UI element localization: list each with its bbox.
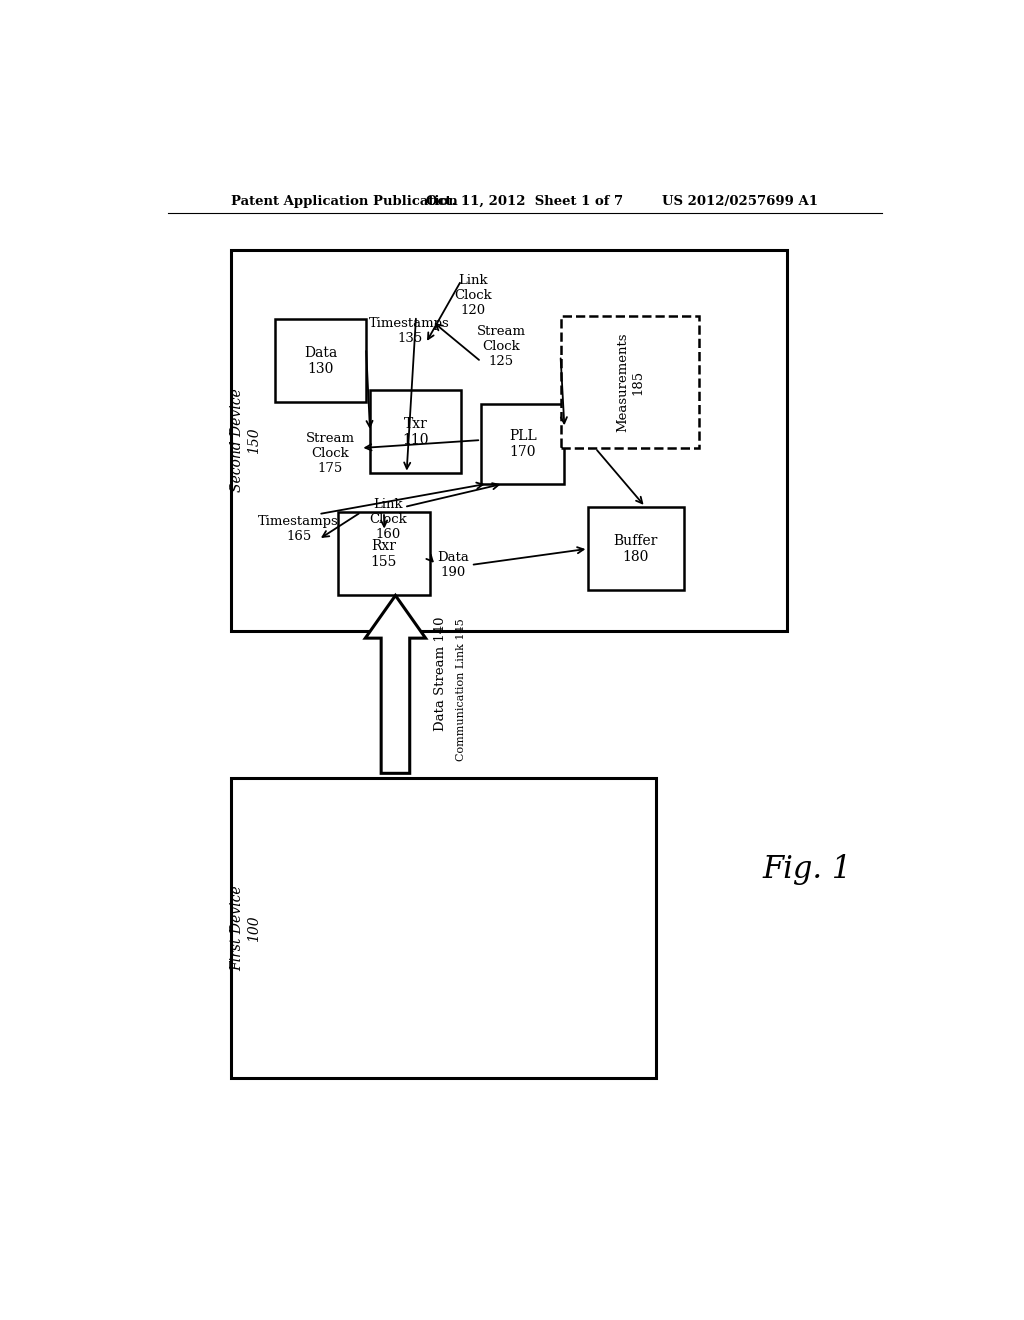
Bar: [338, 512, 430, 595]
Bar: [588, 507, 684, 590]
Text: Patent Application Publication: Patent Application Publication: [231, 194, 458, 207]
Text: Link
Clock
120: Link Clock 120: [455, 275, 493, 317]
Bar: [274, 319, 367, 403]
Text: Timestamps
135: Timestamps 135: [370, 317, 451, 346]
Text: Data
130: Data 130: [304, 346, 337, 376]
Text: Data Stream 140: Data Stream 140: [433, 616, 446, 731]
Text: Timestamps
165: Timestamps 165: [258, 515, 339, 544]
Text: Fig. 1: Fig. 1: [763, 854, 852, 886]
Polygon shape: [366, 595, 426, 774]
Text: Txr
110: Txr 110: [402, 417, 429, 447]
Text: Data
190: Data 190: [437, 550, 469, 579]
Text: Communication Link 145: Communication Link 145: [456, 618, 466, 760]
Text: First Device
100: First Device 100: [230, 886, 260, 972]
Text: Second Device
150: Second Device 150: [230, 388, 260, 492]
Text: Rxr
155: Rxr 155: [371, 539, 397, 569]
Text: Link
Clock
160: Link Clock 160: [370, 498, 408, 541]
Text: Stream
Clock
125: Stream Clock 125: [476, 325, 525, 368]
Bar: [370, 391, 461, 474]
Text: Buffer
180: Buffer 180: [613, 533, 658, 564]
Text: US 2012/0257699 A1: US 2012/0257699 A1: [663, 194, 818, 207]
Text: Oct. 11, 2012  Sheet 1 of 7: Oct. 11, 2012 Sheet 1 of 7: [426, 194, 624, 207]
Bar: [231, 249, 786, 631]
Bar: [481, 404, 564, 483]
Bar: [560, 315, 699, 447]
Text: Measurements
185: Measurements 185: [616, 333, 644, 432]
Bar: [231, 779, 655, 1078]
Text: PLL
170: PLL 170: [509, 429, 537, 459]
Text: Stream
Clock
175: Stream Clock 175: [306, 432, 355, 475]
